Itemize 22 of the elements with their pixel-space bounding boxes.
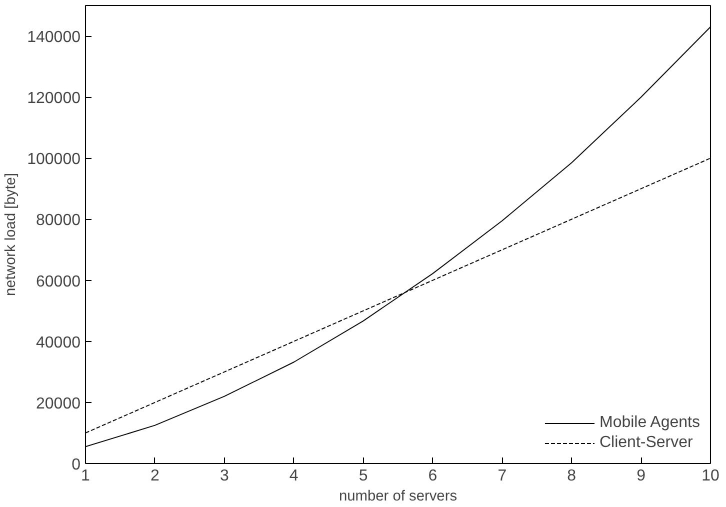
y-tick-label: 0 xyxy=(72,456,81,474)
x-tick-label: 6 xyxy=(428,468,438,484)
x-tick-label: 4 xyxy=(289,468,298,484)
y-tick-label: 20000 xyxy=(36,395,81,412)
x-tick-label: 1 xyxy=(81,468,90,484)
x-tick-label: 2 xyxy=(150,468,160,484)
y-tick-label: 120000 xyxy=(27,90,81,108)
y-tick-label: 100000 xyxy=(27,151,81,168)
y-tick-label: 60000 xyxy=(36,273,81,290)
y-tick-label: 140000 xyxy=(27,29,81,46)
x-tick-label: 8 xyxy=(567,468,576,484)
y-tick-label: 40000 xyxy=(36,334,81,352)
y-tick-label: 80000 xyxy=(36,212,81,230)
legend-label: Client-Server xyxy=(599,434,693,452)
legend-label: Mobile Agents xyxy=(599,414,700,432)
x-tick-label: 10 xyxy=(702,468,720,484)
x-tick-label: 5 xyxy=(358,468,368,484)
x-tick-label: 7 xyxy=(498,468,507,484)
x-tick-label: 3 xyxy=(220,468,229,484)
x-axis-title: number of servers xyxy=(338,488,458,504)
x-tick-label: 9 xyxy=(636,468,646,484)
y-axis-title: network load [byte] xyxy=(3,172,20,296)
